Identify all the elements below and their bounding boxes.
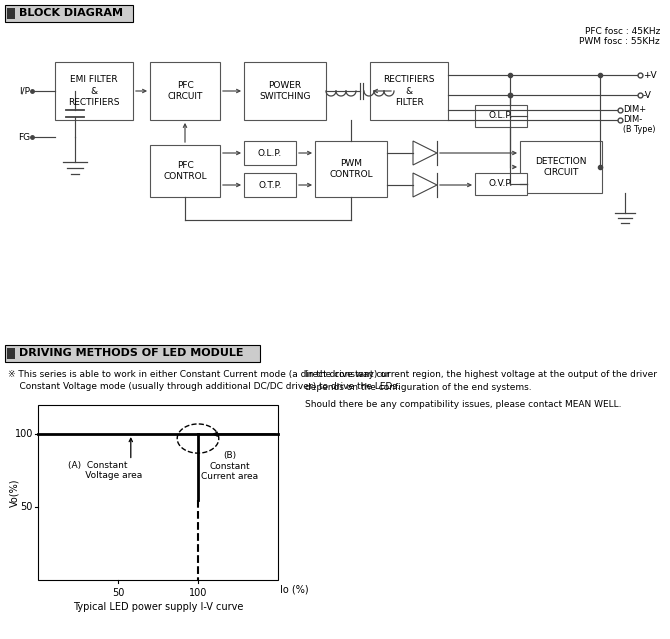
Text: PWM
CONTROL: PWM CONTROL <box>329 159 373 179</box>
Text: depends on the configuration of the end systems.: depends on the configuration of the end … <box>305 383 531 392</box>
Bar <box>244 141 296 165</box>
Text: O.L.P.: O.L.P. <box>489 111 513 121</box>
Text: I/P: I/P <box>19 86 30 95</box>
Bar <box>7 8 15 19</box>
Bar <box>475 105 527 127</box>
Bar <box>370 62 448 120</box>
Text: +V: +V <box>643 70 657 79</box>
Text: Vo(%): Vo(%) <box>9 478 19 507</box>
Text: 50: 50 <box>112 588 124 598</box>
Text: 50: 50 <box>21 502 33 512</box>
Bar <box>55 62 133 120</box>
Text: (A)  Constant
      Voltage area: (A) Constant Voltage area <box>68 461 142 481</box>
Bar <box>38 405 278 580</box>
Text: FG: FG <box>18 132 30 141</box>
Bar <box>7 348 15 359</box>
Text: O.L.P.: O.L.P. <box>258 148 282 157</box>
Bar <box>244 62 326 120</box>
Bar <box>315 141 387 197</box>
Text: EMI FILTER
&
RECTIFIERS: EMI FILTER & RECTIFIERS <box>68 75 120 107</box>
Text: Should there be any compatibility issues, please contact MEAN WELL.: Should there be any compatibility issues… <box>305 400 622 409</box>
Bar <box>475 173 527 195</box>
Bar <box>5 345 260 362</box>
Text: PFC
CONTROL: PFC CONTROL <box>163 161 207 181</box>
Text: ※ This series is able to work in either Constant Current mode (a direct drive wa: ※ This series is able to work in either … <box>8 370 389 379</box>
Text: BLOCK DIAGRAM: BLOCK DIAGRAM <box>19 8 123 19</box>
Text: PWM fosc : 55KHz: PWM fosc : 55KHz <box>580 37 660 46</box>
Text: Typical LED power supply I-V curve: Typical LED power supply I-V curve <box>73 602 243 612</box>
Bar <box>150 62 220 120</box>
Bar <box>150 145 220 197</box>
Text: In the constant current region, the highest voltage at the output of the driver: In the constant current region, the high… <box>305 370 657 379</box>
Text: -V: -V <box>643 91 652 100</box>
Text: Constant Voltage mode (usually through additional DC/DC driver) to drive the LED: Constant Voltage mode (usually through a… <box>8 382 400 391</box>
Text: Io (%): Io (%) <box>280 585 309 595</box>
Text: RECTIFIERS
&
FILTER: RECTIFIERS & FILTER <box>383 75 435 107</box>
Bar <box>5 5 133 22</box>
Text: O.T.P.: O.T.P. <box>258 180 282 190</box>
Text: DRIVING METHODS OF LED MODULE: DRIVING METHODS OF LED MODULE <box>19 348 243 358</box>
Text: PFC fosc : 45KHz: PFC fosc : 45KHz <box>585 27 660 36</box>
Text: DIM+: DIM+ <box>623 105 646 114</box>
Text: POWER
SWITCHING: POWER SWITCHING <box>259 81 311 101</box>
Text: DETECTION
CIRCUIT: DETECTION CIRCUIT <box>535 157 587 177</box>
Text: 100: 100 <box>15 429 33 439</box>
Text: 100: 100 <box>189 588 207 598</box>
Text: PFC
CIRCUIT: PFC CIRCUIT <box>168 81 203 101</box>
Text: DIM-: DIM- <box>623 116 643 125</box>
Text: (B)
Constant
Current area: (B) Constant Current area <box>202 451 259 481</box>
Text: (B Type): (B Type) <box>623 125 655 134</box>
Bar <box>244 173 296 197</box>
Bar <box>520 141 602 193</box>
Text: O.V.P.: O.V.P. <box>489 180 513 189</box>
